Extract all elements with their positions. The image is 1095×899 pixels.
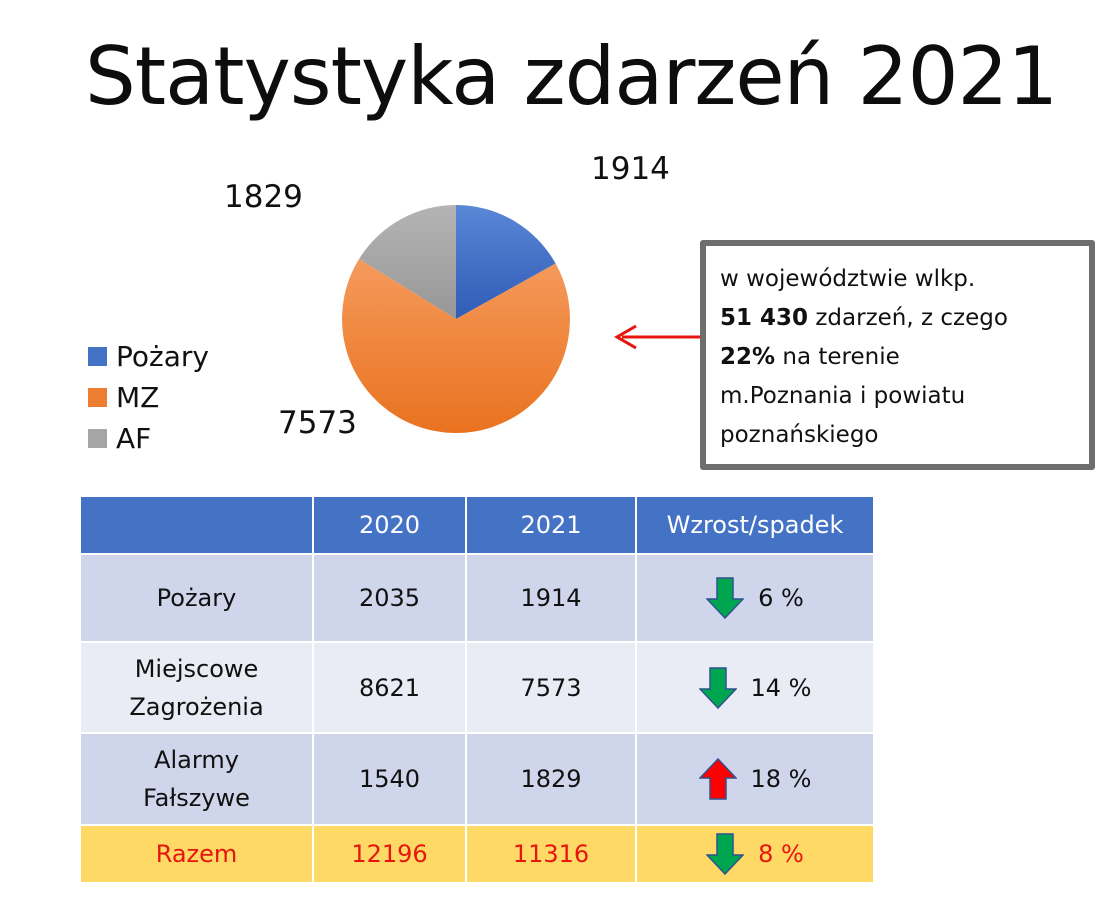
value-2021: 1914	[465, 553, 637, 643]
total-label: Razem	[79, 824, 314, 884]
pie-label-mz: 7573	[278, 405, 357, 441]
legend-item-af: AF	[88, 418, 209, 459]
row-label-line: Fałszywe	[143, 784, 250, 812]
change-cell: 6 %	[635, 553, 875, 643]
page-title: Statystyka zdarzeń 2021	[85, 30, 1058, 123]
note-line: 22% na terenie	[720, 338, 1075, 377]
legend-label: MZ	[116, 381, 160, 414]
header-cell-empty	[79, 495, 314, 555]
arrow-down-icon	[706, 833, 745, 875]
note-arrow	[614, 324, 702, 350]
change-cell: 14 %	[635, 641, 875, 734]
header-cell-2021: 2021	[465, 495, 637, 555]
row-label-line: Alarmy	[154, 746, 239, 774]
table-total-row: Razem 12196 11316 8 %	[79, 824, 875, 884]
legend-label: Pożary	[116, 340, 209, 373]
value-2021: 1829	[465, 732, 637, 826]
pie-label-af: 1829	[224, 179, 303, 215]
table-header-row: 2020 2021 Wzrost/spadek	[79, 495, 875, 555]
value-2021: 7573	[465, 641, 637, 734]
arrow-down-icon	[698, 666, 737, 709]
total-2020: 12196	[312, 824, 467, 884]
total-2021: 11316	[465, 824, 637, 884]
statistics-table: 2020 2021 Wzrost/spadek Pożary 2035 1914…	[79, 495, 875, 884]
note-total-count: 51 430	[720, 305, 809, 331]
header-cell-2020: 2020	[312, 495, 467, 555]
chart-legend: Pożary MZ AF	[88, 336, 209, 459]
table-row: Miejscowe Zagrożenia 8621 7573 14 %	[79, 641, 875, 734]
value-2020: 1540	[312, 732, 467, 826]
pie-slice-pozary	[456, 205, 556, 319]
row-label: Pożary	[79, 553, 314, 643]
row-label: Miejscowe Zagrożenia	[79, 641, 314, 734]
value-2020: 2035	[312, 553, 467, 643]
legend-item-pozary: Pożary	[88, 336, 209, 377]
note-line: w województwie wlkp.	[720, 266, 976, 292]
row-label-line: Miejscowe	[134, 654, 259, 683]
pie-slice-af	[359, 205, 456, 319]
header-cell-change: Wzrost/spadek	[635, 495, 875, 555]
pie-label-pozary: 1914	[591, 151, 670, 187]
total-change-value: 8 %	[758, 840, 804, 868]
row-label: Alarmy Fałszywe	[79, 732, 314, 826]
table-row: Pożary 2035 1914 6 %	[79, 553, 875, 643]
value-2020: 8621	[312, 641, 467, 734]
legend-label: AF	[116, 422, 152, 455]
total-change-cell: 8 %	[635, 824, 875, 884]
change-value: 18 %	[750, 765, 812, 793]
pie-slice-mz	[342, 258, 570, 434]
legend-swatch	[88, 347, 107, 366]
change-value: 6 %	[758, 584, 804, 612]
row-label-line: Pożary	[156, 584, 237, 612]
note-percentage: 22%	[720, 344, 776, 370]
note-line: 51 430 zdarzeń, z czego	[720, 299, 1075, 338]
note-box: w województwie wlkp. 51 430 zdarzeń, z c…	[700, 240, 1095, 470]
table-row: Alarmy Fałszywe 1540 1829 18 %	[79, 732, 875, 826]
legend-item-mz: MZ	[88, 377, 209, 418]
note-text: zdarzeń, z czego	[808, 305, 1008, 331]
legend-swatch	[88, 388, 107, 407]
change-value: 14 %	[750, 673, 812, 702]
row-label-line: Zagrożenia	[129, 692, 264, 721]
note-text: na terenie	[775, 344, 900, 370]
pie-chart	[342, 205, 702, 434]
note-line: poznańskiego	[720, 422, 879, 448]
change-cell: 18 %	[635, 732, 875, 826]
arrow-up-icon	[698, 758, 737, 800]
arrow-down-icon	[706, 577, 745, 619]
note-line: m.Poznania i powiatu	[720, 383, 966, 409]
legend-swatch	[88, 429, 107, 448]
